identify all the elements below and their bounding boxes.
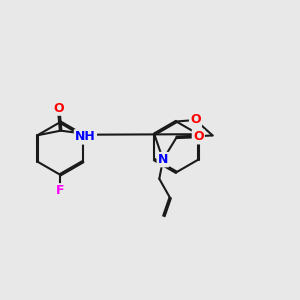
Text: NH: NH: [75, 130, 96, 143]
Text: F: F: [56, 184, 64, 197]
Text: O: O: [193, 130, 204, 143]
Text: O: O: [54, 101, 64, 115]
Text: N: N: [158, 153, 168, 166]
Text: O: O: [190, 113, 201, 127]
